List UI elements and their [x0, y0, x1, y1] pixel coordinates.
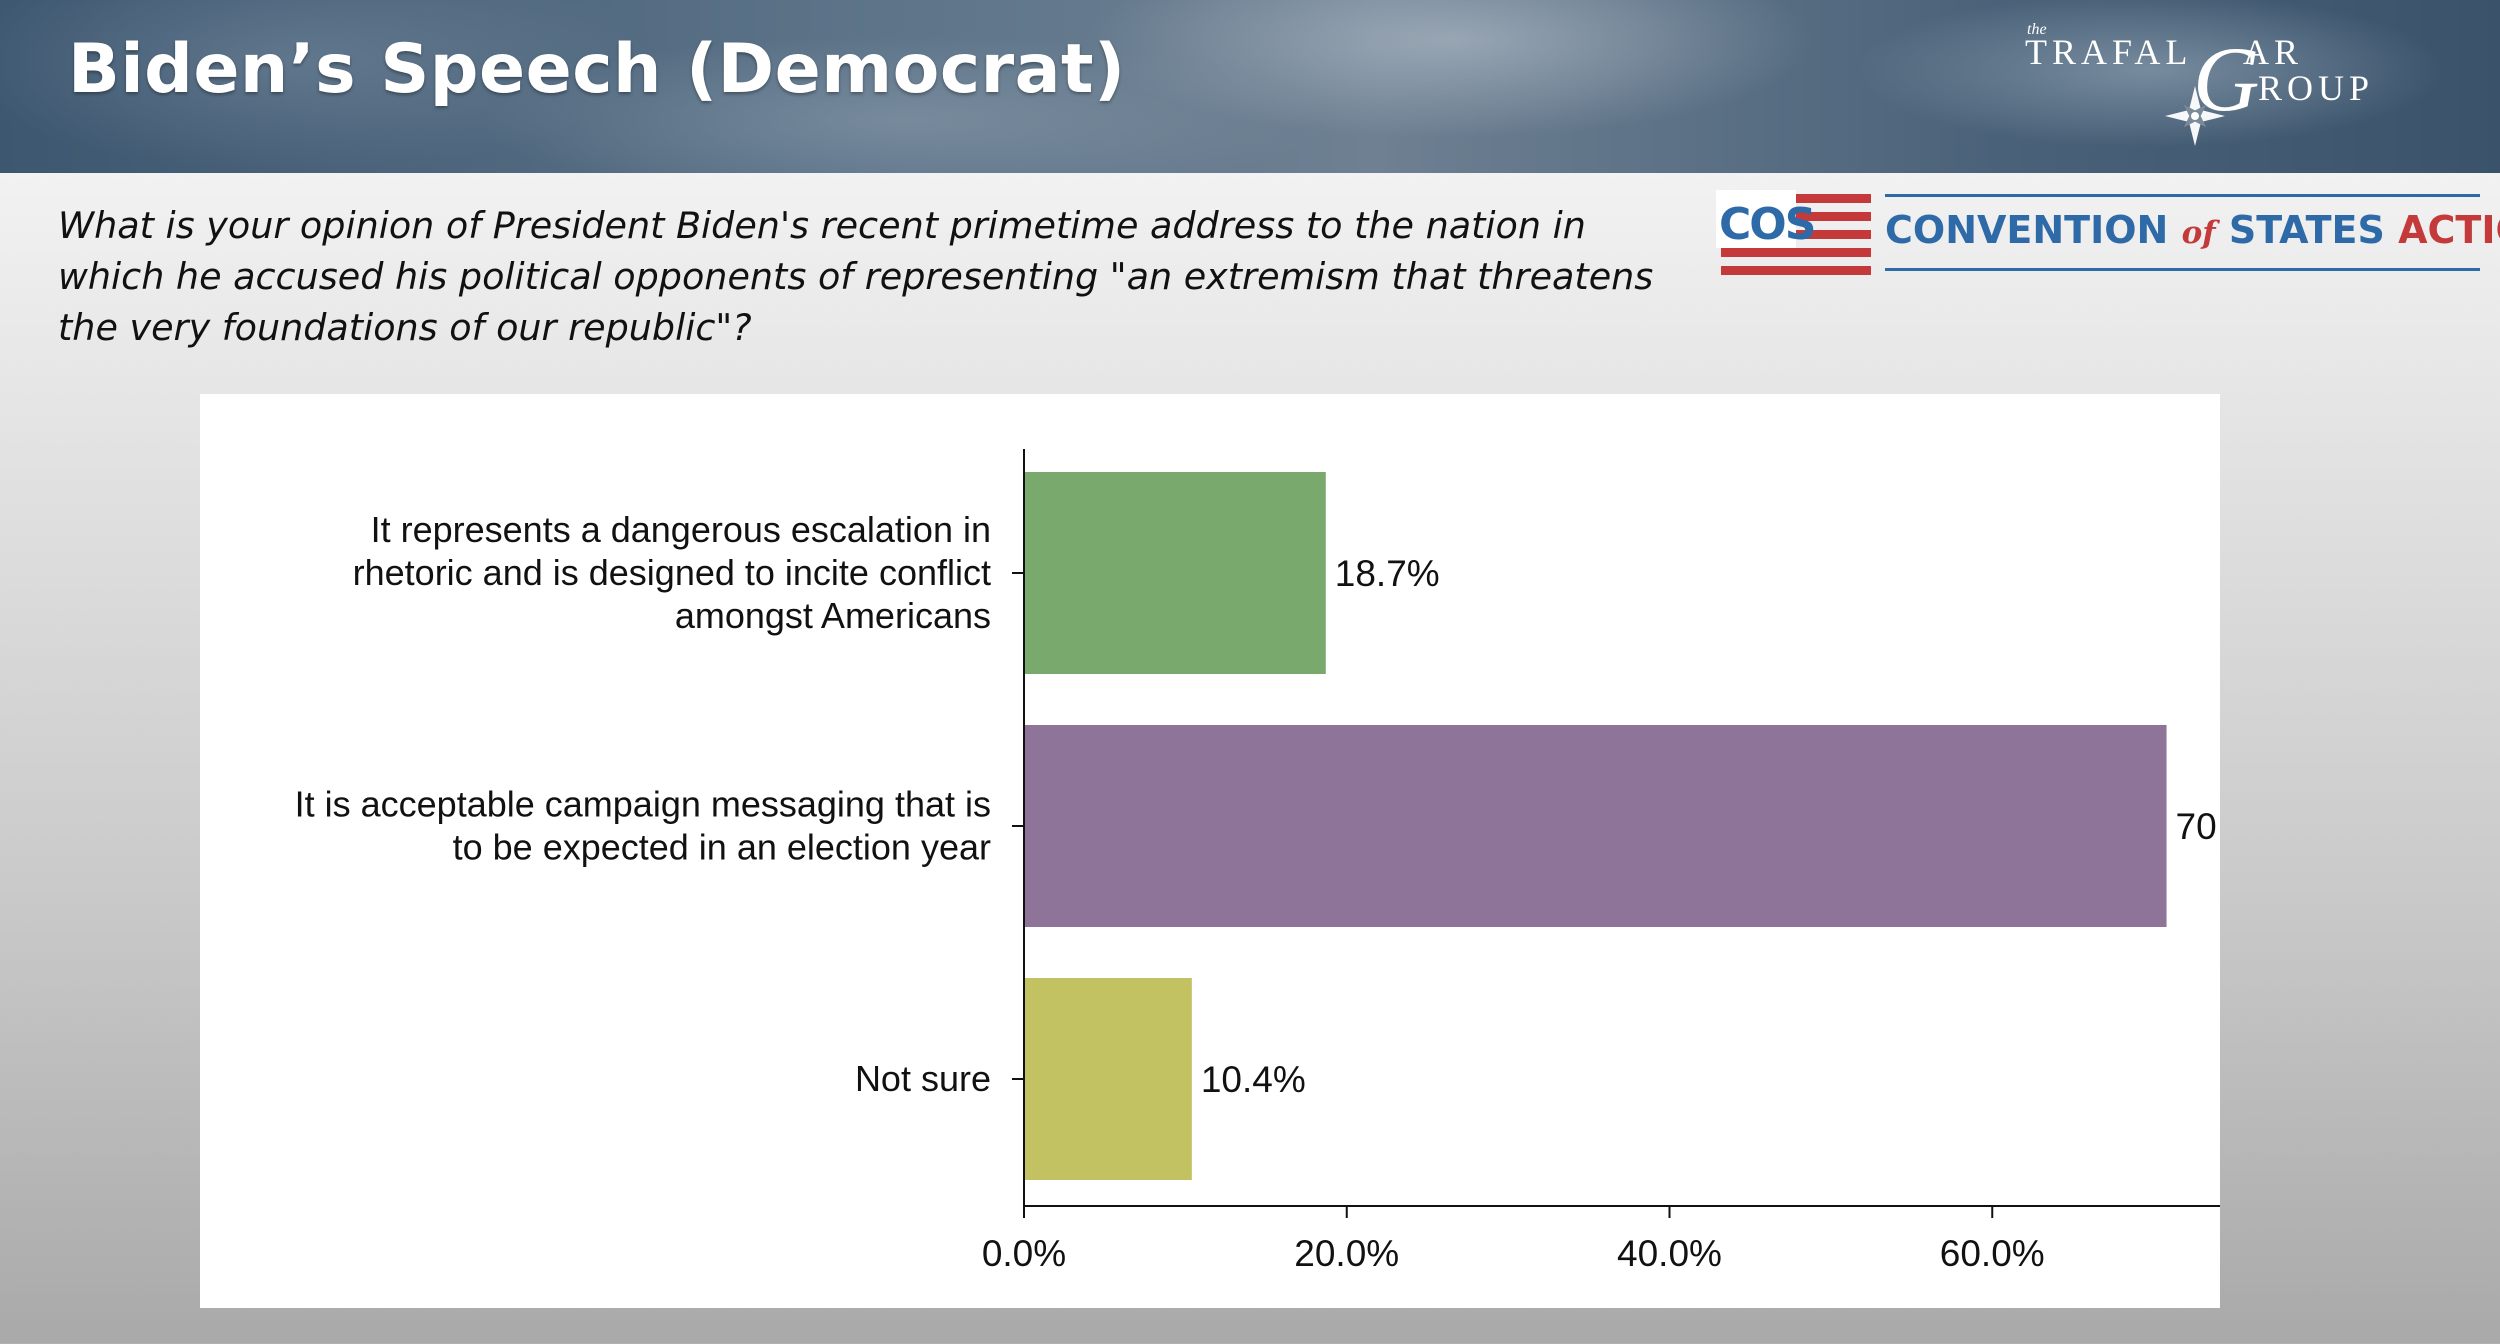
- logo-trafal-text: TRAFAL: [2025, 32, 2192, 72]
- bar-2: [1024, 725, 2167, 927]
- category-label-2-line-1: It is acceptable campaign messaging that…: [295, 784, 991, 825]
- bar-1: [1024, 472, 1326, 674]
- compass-star-icon: [2165, 86, 2225, 146]
- cos-badge-text: COS: [1719, 199, 1814, 250]
- x-tick-label-1: 0.0%: [982, 1233, 1066, 1274]
- cos-bottom-rule: [1885, 268, 2480, 271]
- x-tick-label-3: 40.0%: [1617, 1233, 1722, 1274]
- page-title: Biden’s Speech (Democrat): [68, 30, 1126, 109]
- bar-chart: 18.7% It represents a dangerous escalatio…: [295, 449, 2220, 1274]
- cos-of-text: of: [2181, 215, 2216, 251]
- category-label-1-line-2: rhetoric and is designed to incite confl…: [353, 552, 991, 593]
- cos-action-text: ACTION: [2398, 208, 2500, 252]
- cos-convention-text: CONVENTION: [1885, 208, 2169, 252]
- category-label-2-line-2: to be expected in an election year: [453, 827, 991, 868]
- x-tick-label-2: 20.0%: [1294, 1233, 1399, 1274]
- category-label-1-line-3: amongst Americans: [675, 595, 991, 636]
- value-label-2: 70.8%: [2176, 806, 2220, 847]
- logo-the-text: the: [2027, 21, 2047, 38]
- cos-flag-badge: COS: [1716, 190, 1871, 275]
- logo-roup-text: ROUP: [2258, 68, 2374, 108]
- cos-top-rule: [1885, 194, 2480, 197]
- logo-ar-text: AR: [2243, 32, 2303, 72]
- category-label-1-line-1: It represents a dangerous escalation in: [371, 509, 991, 550]
- value-label-1: 18.7%: [1335, 553, 1440, 594]
- bar-3: [1024, 978, 1192, 1180]
- x-tick-label-4: 60.0%: [1940, 1233, 2045, 1274]
- trafalgar-group-logo: the TRAFAL G AR ROUP: [2025, 21, 2374, 146]
- header-banner: Biden’s Speech (Democrat) the TRAFAL G A…: [0, 0, 2500, 173]
- convention-of-states-action-wordmark: CONVENTION of STATES ACTION: [1885, 208, 2500, 252]
- category-label-3-line-1: Not sure: [855, 1058, 991, 1099]
- survey-question: What is your opinion of President Biden'…: [58, 204, 1654, 349]
- chart-panel: 18.7% It represents a dangerous escalatio…: [200, 394, 2220, 1308]
- value-label-3: 10.4%: [1201, 1059, 1306, 1100]
- cos-states-text: STATES: [2228, 208, 2385, 252]
